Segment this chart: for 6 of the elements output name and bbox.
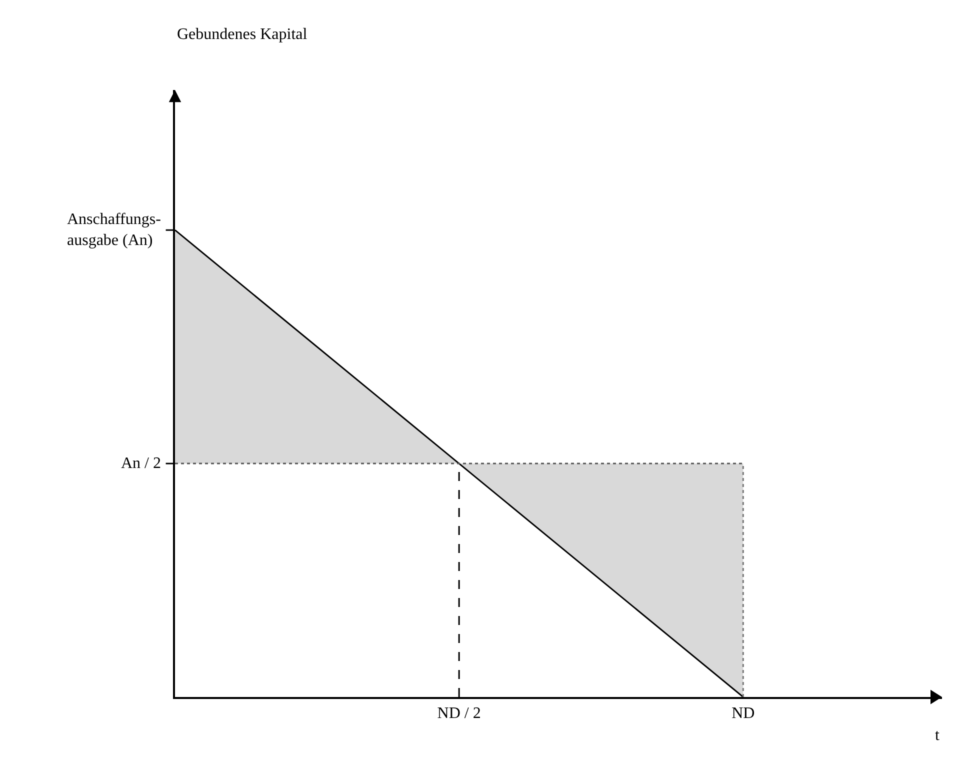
text: Gebundenes Kapital xyxy=(177,26,308,43)
text: An / 2 xyxy=(121,455,161,472)
text: Anschaffungs- ausgabe (An) xyxy=(67,211,161,249)
x-axis-title: t xyxy=(935,727,940,744)
x-tick-label: ND xyxy=(732,705,755,722)
x-tick-label: ND / 2 xyxy=(437,705,481,722)
